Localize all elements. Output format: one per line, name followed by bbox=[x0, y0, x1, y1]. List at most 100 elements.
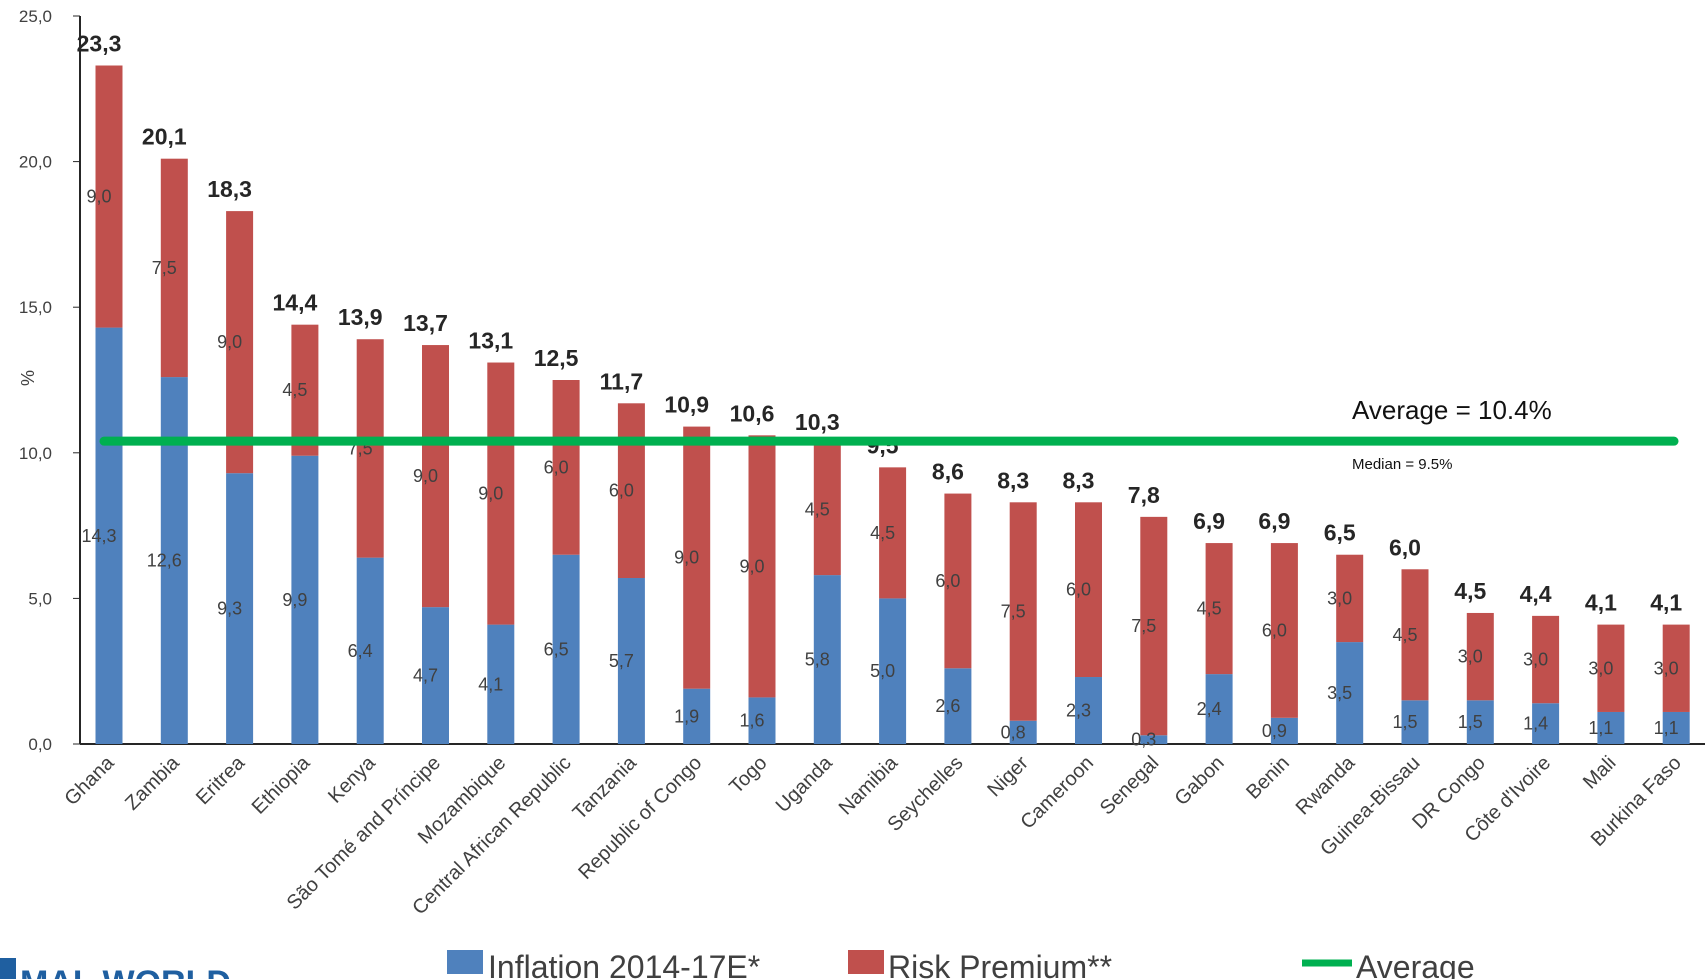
y-tick-label: 15,0 bbox=[19, 298, 52, 317]
data-label-risk-premium: 3,0 bbox=[1588, 658, 1613, 678]
data-label-total: 10,9 bbox=[664, 392, 709, 418]
data-label-inflation: 1,1 bbox=[1588, 718, 1613, 738]
bar-risk-premium bbox=[1140, 516, 1168, 736]
x-tick-label: Gabon bbox=[1171, 752, 1229, 810]
data-label-inflation: 2,3 bbox=[1066, 701, 1091, 721]
bar-risk-premium bbox=[1662, 624, 1690, 712]
bar-inflation bbox=[1140, 735, 1168, 744]
segment-labels: 14,3 9,0 12,6 7,5 9,3 9,0 9,9 4,5 6,4 7,5 4,7 9,0 4,… bbox=[81, 187, 1678, 750]
bar-risk-premium bbox=[1597, 624, 1625, 712]
data-label-risk-premium: 4,5 bbox=[805, 500, 830, 520]
logo: MAL WORLD bbox=[0, 958, 231, 979]
data-label-total: 6,9 bbox=[1258, 508, 1290, 534]
bar-inflation bbox=[1009, 720, 1037, 744]
logo-mark bbox=[0, 958, 16, 979]
data-label-total: 8,3 bbox=[997, 467, 1029, 493]
x-tick-label: Eritrea bbox=[192, 751, 250, 809]
bar-inflation bbox=[291, 455, 319, 744]
bar-inflation bbox=[617, 578, 645, 744]
bar-risk-premium bbox=[1336, 554, 1364, 643]
data-label-total: 13,1 bbox=[468, 328, 513, 354]
data-label-total: 8,3 bbox=[1063, 467, 1095, 493]
bar-inflation bbox=[748, 697, 776, 744]
data-label-inflation: 6,4 bbox=[348, 641, 373, 661]
data-label-inflation: 1,6 bbox=[739, 711, 764, 731]
legend-label-risk-premium: Risk Premium** bbox=[888, 949, 1112, 979]
data-label-risk-premium: 3,0 bbox=[1654, 658, 1679, 678]
x-tick-label: Senegal bbox=[1096, 752, 1163, 819]
x-tick-label: Uganda bbox=[772, 751, 838, 817]
data-label-total: 4,5 bbox=[1454, 578, 1486, 604]
data-label-inflation: 5,8 bbox=[805, 650, 830, 670]
median-annotation: Median = 9.5% bbox=[1352, 456, 1452, 473]
data-label-total: 8,6 bbox=[932, 459, 964, 485]
legend-swatch-risk-premium bbox=[848, 950, 884, 974]
bar-inflation bbox=[1270, 717, 1298, 744]
logo-text: MAL WORLD bbox=[20, 964, 231, 979]
x-tick-label: Ethiopia bbox=[248, 751, 315, 818]
legend: Inflation 2014-17E* Risk Premium** Avera… bbox=[447, 949, 1475, 979]
data-label-total: 12,5 bbox=[534, 345, 579, 371]
bar-inflation bbox=[422, 607, 449, 744]
bar-inflation bbox=[95, 327, 123, 744]
y-tick-label: 25,0 bbox=[19, 7, 52, 26]
data-label-inflation: 1,5 bbox=[1392, 712, 1417, 732]
data-label-inflation: 2,4 bbox=[1197, 699, 1222, 719]
bar-risk-premium bbox=[552, 380, 580, 555]
data-label-risk-premium: 4,5 bbox=[1197, 599, 1222, 619]
bar-risk-premium bbox=[487, 362, 515, 625]
data-label-risk-premium: 3,0 bbox=[1458, 647, 1483, 667]
bar-inflation bbox=[1075, 677, 1102, 744]
legend-swatch-inflation bbox=[447, 950, 483, 974]
bar-inflation bbox=[1597, 711, 1625, 744]
data-label-total: 6,9 bbox=[1193, 508, 1225, 534]
bar-risk-premium bbox=[422, 345, 449, 608]
y-axis-title: % bbox=[18, 370, 38, 386]
data-label-total: 14,4 bbox=[273, 290, 318, 316]
bar-inflation bbox=[1662, 711, 1690, 744]
bar-risk-premium bbox=[1075, 502, 1102, 678]
x-tick-label: Togo bbox=[725, 752, 771, 798]
bar-risk-premium bbox=[944, 493, 972, 669]
data-label-inflation: 4,7 bbox=[413, 666, 438, 686]
x-tick-label: Niger bbox=[983, 752, 1033, 802]
legend-label-average: Average bbox=[1356, 949, 1475, 979]
bar-risk-premium bbox=[95, 65, 123, 328]
data-label-risk-premium: 7,5 bbox=[1001, 602, 1026, 622]
data-label-inflation: 0,3 bbox=[1131, 730, 1156, 750]
data-label-inflation: 0,8 bbox=[1001, 722, 1026, 742]
data-label-risk-premium: 6,0 bbox=[1262, 620, 1287, 640]
data-label-risk-premium: 3,0 bbox=[1523, 650, 1548, 670]
data-label-inflation: 1,9 bbox=[674, 706, 699, 726]
x-tick-label: Ghana bbox=[61, 751, 120, 810]
data-label-inflation: 5,0 bbox=[870, 661, 895, 681]
data-label-total: 6,5 bbox=[1324, 520, 1356, 546]
bar-inflation bbox=[1532, 703, 1560, 744]
bar-risk-premium bbox=[1466, 612, 1494, 701]
data-label-risk-premium: 9,0 bbox=[739, 556, 764, 576]
data-label-inflation: 4,1 bbox=[478, 674, 503, 694]
bar-inflation bbox=[879, 598, 907, 744]
axes: 0,0 5,0 10,0 15,0 20,0 25,0% bbox=[18, 7, 1705, 754]
data-label-inflation: 2,6 bbox=[935, 696, 960, 716]
data-label-inflation: 6,5 bbox=[544, 639, 569, 659]
bar-risk-premium bbox=[226, 211, 254, 474]
x-tick-label: Rwanda bbox=[1292, 751, 1360, 819]
data-label-risk-premium: 7,5 bbox=[152, 258, 177, 278]
data-label-risk-premium: 3,0 bbox=[1327, 588, 1352, 608]
data-label-total: 7,8 bbox=[1128, 482, 1160, 508]
bar-risk-premium bbox=[683, 426, 711, 689]
data-label-inflation: 14,3 bbox=[81, 526, 116, 546]
data-label-risk-premium: 9,0 bbox=[217, 332, 242, 352]
data-label-total: 10,6 bbox=[730, 400, 775, 426]
data-label-risk-premium: 6,0 bbox=[609, 481, 634, 501]
data-label-inflation: 0,9 bbox=[1262, 721, 1287, 741]
data-label-total: 4,4 bbox=[1520, 581, 1552, 607]
bar-inflation bbox=[944, 668, 972, 744]
bar-risk-premium bbox=[1401, 569, 1429, 701]
y-tick-label: 5,0 bbox=[28, 589, 52, 608]
data-label-inflation: 1,1 bbox=[1654, 718, 1679, 738]
data-label-risk-premium: 6,0 bbox=[544, 457, 569, 477]
data-label-risk-premium: 7,5 bbox=[1131, 616, 1156, 636]
